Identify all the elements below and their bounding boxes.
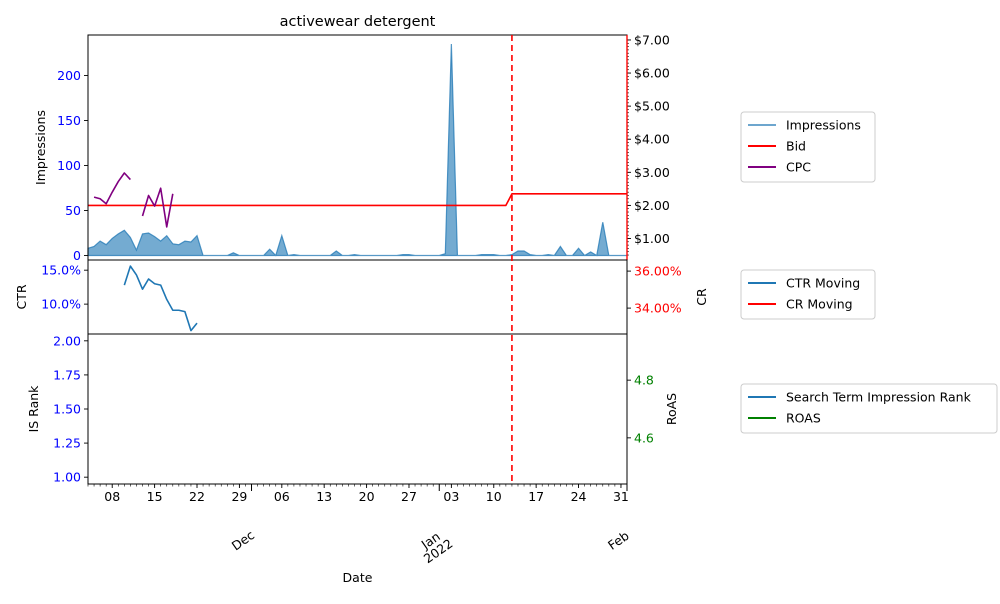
- x-major-tick-label: Feb: [605, 528, 632, 553]
- y-axis-right-impressions-bid-cpc: $1.00 $2.00 $3.00 $4.00 $5.00 $6.00 $7.00: [627, 32, 670, 246]
- x-minor-tick-label: 29: [231, 489, 247, 504]
- panel-ctr-cr: 10.0% 15.0% 34.00% 36.00% CTR CR CTR Moving CR …: [14, 259, 876, 335]
- panel-frame: [87, 34, 628, 261]
- series-line: [93, 172, 174, 228]
- series-bid: [88, 193, 627, 207]
- x-minor-tick-label: 24: [571, 489, 587, 504]
- y-axis-label-isrank-roas: IS Rank: [26, 385, 41, 433]
- panel-frame: [87, 259, 628, 335]
- y-axis-label-ctr-cr: CTR: [14, 284, 29, 309]
- y-tick-label: 100: [57, 158, 81, 173]
- x-minor-tick-label: 10: [486, 489, 502, 504]
- y2-tick-label: $5.00: [634, 99, 670, 114]
- y-axis-right-isrank-roas: 4.6 4.8: [627, 373, 654, 445]
- y-tick-label: 0: [73, 248, 81, 263]
- y-tick-label: 200: [57, 68, 81, 83]
- series-ctr-moving: [123, 265, 198, 332]
- y-axis-left-impressions-bid-cpc: 0 50 100 150 200: [57, 68, 88, 263]
- legend-ctr-cr: CTR Moving CR Moving: [740, 269, 876, 320]
- y2-axis-label-ctr-cr: CR: [694, 288, 709, 306]
- y2-tick-label: 4.8: [634, 373, 654, 388]
- y-tick-label: 150: [57, 113, 81, 128]
- y2-tick-label: $4.00: [634, 132, 670, 147]
- legend-impressions-bid-cpc: Impressions Bid CPC: [740, 111, 876, 183]
- x-minor-tick-label: 27: [401, 489, 417, 504]
- y2-tick-label: 36.00%: [634, 264, 682, 279]
- legend-box: [740, 111, 876, 183]
- y-tick-label: 10.0%: [41, 297, 81, 312]
- series-cpc: [93, 172, 174, 228]
- y-tick-label: 1.00: [53, 470, 81, 485]
- x-minor-tick-label: 06: [274, 489, 290, 504]
- legend-label: CPC: [786, 160, 811, 175]
- y-axis-left-ctr-cr: 10.0% 15.0%: [41, 263, 88, 312]
- legend-label: Search Term Impression Rank: [786, 390, 972, 405]
- y-axis-left-isrank-roas: 1.00 1.25 1.50 1.75 2.00: [53, 333, 88, 485]
- legend-label: ROAS: [786, 411, 821, 426]
- y2-tick-label: 4.6: [634, 430, 654, 445]
- legend-label: Bid: [786, 139, 806, 154]
- chart-title: activewear detergent: [280, 14, 436, 30]
- x-minor-tick-label: 22: [189, 489, 205, 504]
- x-minor-tick-label: 17: [528, 489, 544, 504]
- y-tick-label: 2.00: [53, 333, 81, 348]
- impressions-area: [87, 43, 627, 257]
- x-minor-tick-label: 31: [613, 489, 629, 504]
- y-tick-label: 15.0%: [41, 263, 81, 278]
- y2-tick-label: 34.00%: [634, 301, 682, 316]
- series-impressions: [87, 43, 627, 257]
- panel-impressions-bid-cpc: 0 50 100 150 200 $1.00 $2.00 $3.00 $4.00 $5.00 $6.…: [33, 32, 876, 263]
- x-minor-tick-label: 08: [104, 489, 120, 504]
- y2-tick-label: $6.00: [634, 66, 670, 81]
- x-minor-tick-label: 03: [443, 489, 459, 504]
- y2-tick-label: $3.00: [634, 165, 670, 180]
- legend-label: CR Moving: [786, 297, 853, 312]
- y-tick-label: 50: [65, 203, 81, 218]
- x-minor-tick-label: 15: [147, 489, 163, 504]
- x-major-tick-label: Dec: [229, 527, 258, 553]
- series-line: [88, 193, 627, 207]
- y-axis-right-ctr-cr: 34.00% 36.00%: [627, 264, 682, 316]
- legend-box: [740, 383, 998, 434]
- y2-tick-label: $1.00: [634, 231, 670, 246]
- x-axis-label: Date: [343, 570, 373, 585]
- panel-frame: [87, 333, 628, 485]
- panel-isrank-roas: 1.00 1.25 1.50 1.75 2.00 4.6 4.8 IS Rank RoAS Sea…: [26, 333, 998, 485]
- legend-label: Impressions: [786, 118, 861, 133]
- y-axis-label-impressions-bid-cpc: Impressions: [33, 110, 48, 185]
- y2-axis-label-isrank-roas: RoAS: [664, 393, 679, 425]
- legend-label: CTR Moving: [786, 276, 860, 291]
- y-tick-label: 1.75: [53, 367, 81, 382]
- x-major-tick-label: Jan2022: [413, 525, 455, 566]
- x-minor-tick-label: 13: [316, 489, 332, 504]
- series-line: [123, 265, 198, 332]
- y2-tick-label: $7.00: [634, 32, 670, 47]
- y2-tick-label: $2.00: [634, 198, 670, 213]
- y-tick-label: 1.25: [53, 436, 81, 451]
- y-tick-label: 1.50: [53, 402, 81, 417]
- x-axis: 08 15 22 29 06 13 20 27 03 10 17 24 31 Dec Jan2022 Feb D…: [87, 484, 632, 585]
- x-minor-tick-label: 20: [359, 489, 375, 504]
- legend-isrank-roas: Search Term Impression Rank ROAS: [740, 383, 998, 434]
